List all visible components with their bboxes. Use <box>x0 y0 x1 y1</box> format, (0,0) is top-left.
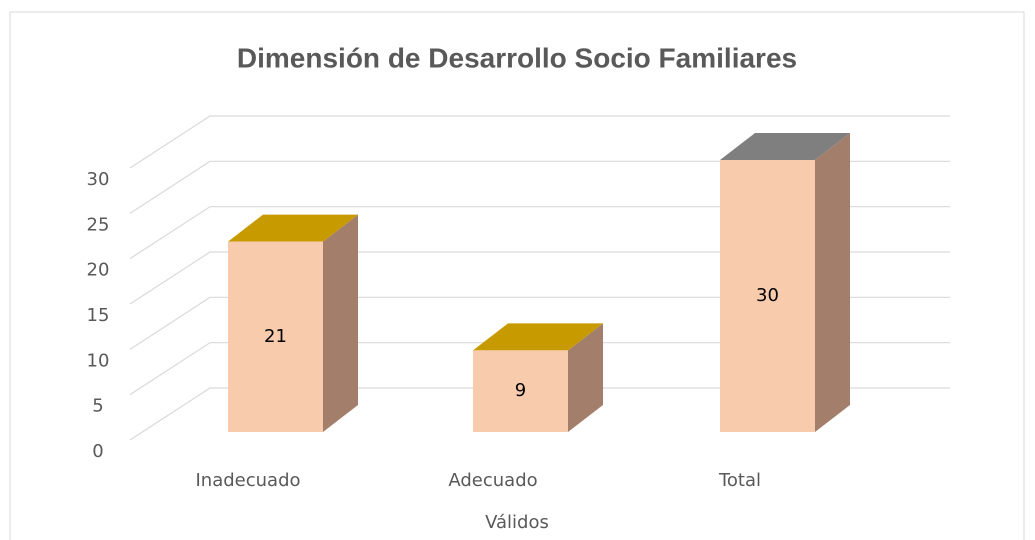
bar <box>473 350 568 432</box>
y-tick-label: 25 <box>87 214 110 235</box>
x-axis-title: Válidos <box>485 512 549 533</box>
grid-line <box>129 342 950 396</box>
grid-line <box>129 296 950 350</box>
value-label: 30 <box>756 285 779 306</box>
x-tick-label: Adecuado <box>448 470 537 491</box>
bar-top <box>228 214 358 242</box>
y-tick-label: 20 <box>87 260 110 281</box>
bar-side <box>323 214 358 432</box>
bar <box>720 160 815 432</box>
bar-top <box>720 133 850 160</box>
value-label: 21 <box>264 326 287 347</box>
y-tick-label: 15 <box>87 305 110 326</box>
x-tick-label: Total <box>718 470 761 491</box>
chart-title: Dimensión de Desarrollo Socio Familiares <box>237 42 797 73</box>
y-tick-label: 0 <box>92 441 103 462</box>
bar-top <box>473 323 603 351</box>
grid-line <box>129 206 950 260</box>
value-label: 9 <box>515 380 526 401</box>
grid-line <box>129 115 950 169</box>
grid-line <box>129 251 950 305</box>
y-tick-label: 5 <box>92 396 103 417</box>
y-tick-label: 30 <box>87 169 110 190</box>
grid-line <box>129 160 950 214</box>
bar-side <box>568 323 603 432</box>
y-tick-label: 10 <box>87 350 110 371</box>
chart-frame <box>9 11 1025 540</box>
grid-line <box>129 387 950 441</box>
bar <box>228 241 323 432</box>
x-tick-label: Inadecuado <box>195 470 300 491</box>
bar-side <box>815 133 850 432</box>
